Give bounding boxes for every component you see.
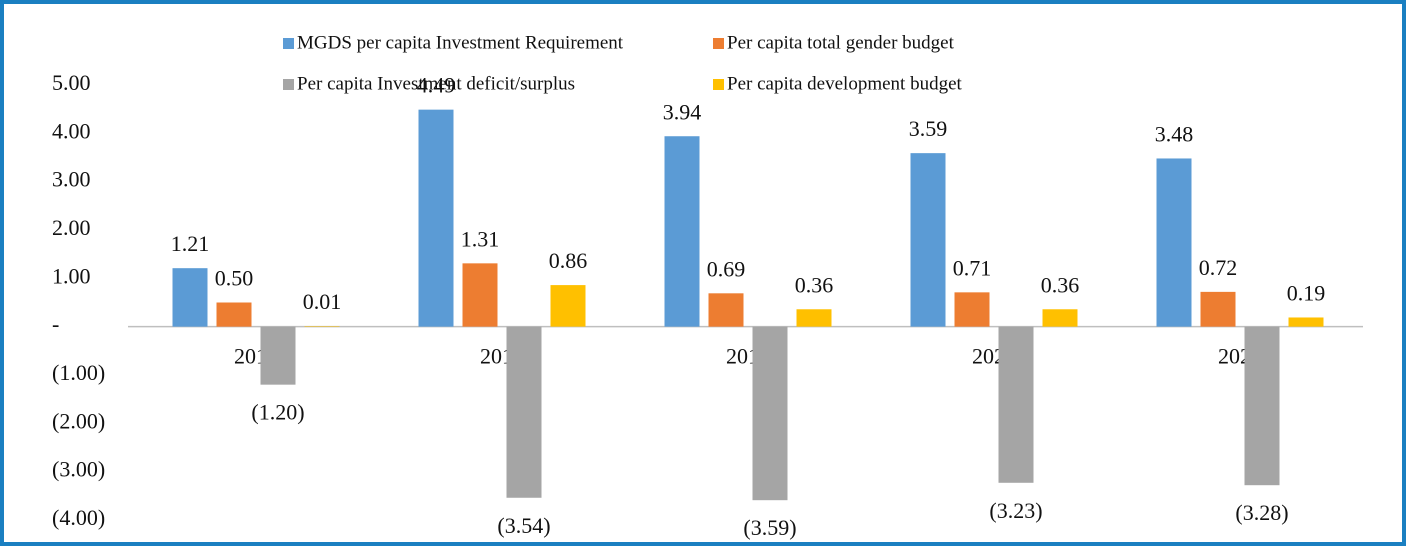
value-label: 0.69 [707,256,746,281]
legend-label: MGDS per capita Investment Requirement [297,32,624,53]
value-label: 0.01 [303,289,342,314]
bar [1042,309,1078,327]
value-label: 3.59 [909,116,948,141]
y-tick-label: 5.00 [52,70,91,95]
bar [1156,158,1192,327]
y-tick-label: 1.00 [52,263,91,288]
y-tick-label: (1.00) [52,360,105,385]
legend-label: Per capita total gender budget [727,32,955,53]
bar [462,263,498,327]
bar [1288,317,1324,327]
bar [752,326,788,501]
bar [910,153,946,327]
value-label: 4.49 [417,73,456,98]
y-tick-label: 4.00 [52,118,91,143]
bar [664,136,700,327]
value-label: 0.19 [1287,281,1326,306]
y-tick-label: (2.00) [52,408,105,433]
bar [708,293,744,327]
value-label: (1.20) [251,400,304,425]
bar [954,292,990,327]
value-label: 0.50 [215,266,254,291]
legend-swatch [283,79,294,90]
legend-swatch [713,79,724,90]
value-label: 0.72 [1199,255,1238,280]
value-label: 3.94 [663,99,702,124]
y-tick-label: - [52,312,59,337]
bar [506,326,542,498]
value-label: 0.86 [549,248,588,273]
value-label: 1.31 [461,226,500,251]
y-tick-label: 2.00 [52,215,91,240]
bar [260,326,296,385]
legend-swatch [713,38,724,49]
y-tick-label: 3.00 [52,167,91,192]
bar [216,302,252,327]
y-tick-label: (4.00) [52,505,105,530]
bar [418,109,454,327]
value-label: 1.21 [171,231,210,256]
bar [550,285,586,327]
bar [1244,326,1280,486]
bar [796,309,832,327]
value-label: (3.54) [497,513,550,538]
legend-label: Per capita Investment deficit/surplus [297,73,575,94]
legend-swatch [283,38,294,49]
legend-label: Per capita development budget [727,73,963,94]
value-label: (3.59) [743,515,796,540]
bar [1200,291,1236,327]
value-label: 0.71 [953,255,992,280]
y-tick-label: (3.00) [52,457,105,482]
value-label: 3.48 [1155,122,1194,147]
bar [172,268,208,327]
bar [998,326,1034,483]
value-label: (3.23) [989,498,1042,523]
value-label: (3.28) [1235,500,1288,525]
value-label: 0.36 [1041,272,1080,297]
value-label: 0.36 [795,272,834,297]
